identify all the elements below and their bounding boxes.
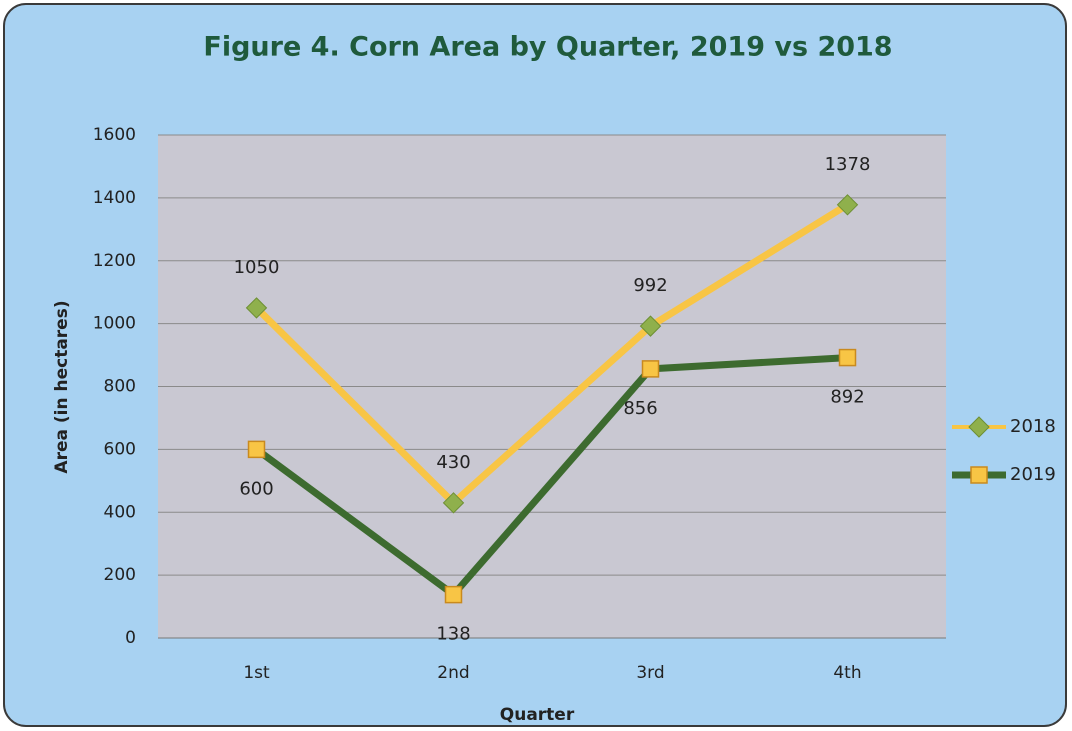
- data-label: 138: [436, 624, 470, 645]
- data-label: 992: [633, 275, 667, 296]
- y-tick-label: 400: [104, 502, 136, 522]
- x-tick-label: 3rd: [636, 663, 664, 683]
- data-point: [838, 348, 857, 367]
- y-tick-label: 1400: [93, 188, 136, 208]
- y-tick-label: 200: [104, 565, 136, 585]
- x-tick-label: 1st: [243, 663, 270, 683]
- data-point: [247, 440, 266, 459]
- data-label: 856: [623, 398, 657, 419]
- y-tick-label: 0: [125, 628, 136, 648]
- data-point: [639, 315, 662, 337]
- legend-marker: [970, 466, 988, 484]
- data-label: 600: [239, 478, 273, 499]
- y-tick-label: 600: [104, 439, 136, 459]
- legend-label: 2018: [1010, 416, 1056, 437]
- chart-title: Figure 4. Corn Area by Quarter, 2019 vs …: [203, 32, 892, 63]
- y-tick-label: 1600: [93, 125, 136, 145]
- series-line: [254, 201, 850, 507]
- data-point: [444, 585, 463, 604]
- data-label: 430: [436, 452, 470, 473]
- data-point: [442, 492, 465, 514]
- legend-label: 2019: [1010, 464, 1056, 485]
- y-tick-label: 1000: [93, 314, 136, 334]
- data-point: [641, 360, 660, 378]
- x-tick-label: 4th: [833, 663, 861, 683]
- x-tick-label: 2nd: [437, 663, 469, 683]
- data-point: [836, 194, 859, 216]
- data-label: 892: [830, 387, 864, 408]
- y-axis-label: Area (in hectares): [52, 300, 72, 473]
- series-line: [254, 354, 848, 599]
- x-axis-label: Quarter: [500, 705, 575, 725]
- data-label: 1378: [825, 154, 871, 175]
- data-point: [245, 297, 268, 319]
- legend-marker: [968, 416, 990, 438]
- y-tick-label: 1200: [93, 251, 136, 271]
- y-tick-label: 800: [104, 377, 136, 397]
- data-label: 1050: [234, 257, 280, 278]
